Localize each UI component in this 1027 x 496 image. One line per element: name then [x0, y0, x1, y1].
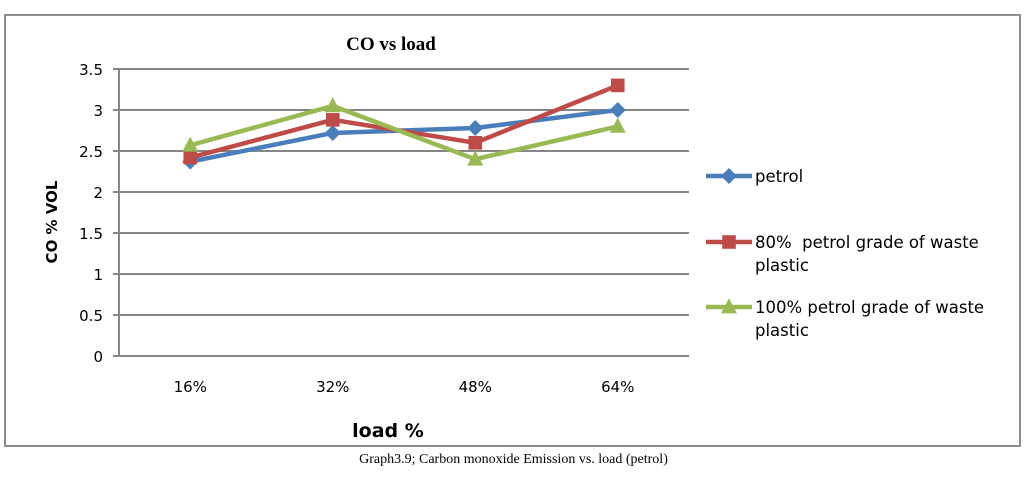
y-axis-label: CO % VOL — [43, 180, 61, 263]
legend-label: petrol — [755, 167, 803, 186]
marker-square — [722, 235, 736, 249]
y-tick-label: 2 — [93, 184, 103, 202]
marker-square — [468, 136, 483, 150]
x-tick-label: 48% — [459, 378, 492, 396]
y-tick-label: 1 — [93, 266, 103, 284]
marker-diamond — [324, 124, 341, 141]
x-tick-label: 64% — [601, 378, 634, 396]
marker-triangle — [182, 136, 199, 152]
series-line — [189, 107, 619, 164]
x-tick-label: 32% — [316, 378, 349, 396]
marker-diamond — [609, 102, 626, 118]
marker-square — [183, 150, 198, 165]
legend-label: 100% petrol grade of waste — [755, 298, 984, 317]
y-axis: 0 0.5 1 1.5 2 2.5 3 3.5 — [79, 61, 120, 366]
figure-caption: Graph3.9; Carbon monoxide Emission vs. l… — [359, 452, 668, 467]
line-chart: CO vs load 0 0.5 1 1.5 2 2.5 3 3.5 16% 32% 48% 64%… — [43, 34, 984, 442]
y-tick-label: 3 — [93, 102, 103, 120]
x-axis: 16% 32% 48% 64% — [119, 355, 689, 396]
series-1 — [182, 102, 626, 170]
marker-triangle — [467, 150, 484, 166]
legend-label: plastic — [755, 321, 809, 340]
chart-title: CO vs load — [346, 34, 436, 55]
series-3 — [182, 97, 626, 166]
gridlines — [119, 68, 689, 316]
marker-square — [610, 78, 625, 93]
y-tick-label: 1.5 — [79, 225, 103, 243]
x-axis-label: load % — [352, 420, 424, 442]
series-line — [189, 103, 619, 162]
y-tick-label: 2.5 — [79, 143, 103, 161]
y-tick-label: 3.5 — [79, 61, 103, 79]
marker-triangle — [324, 97, 341, 113]
marker-triangle — [721, 298, 737, 314]
legend-label: 80% petrol grade of waste — [755, 233, 979, 252]
marker-diamond — [467, 120, 484, 137]
legend-item: 100% petrol grade of waste plastic — [706, 298, 984, 340]
x-tick-label: 16% — [174, 378, 207, 396]
chart-frame: CO vs load 0 0.5 1 1.5 2 2.5 3 3.5 16% 32% 48% 64%… — [4, 14, 1021, 447]
legend-item: petrol — [706, 167, 803, 186]
marker-triangle — [609, 117, 626, 133]
marker-diamond — [721, 168, 737, 184]
series-group — [182, 78, 626, 170]
marker-square — [325, 113, 340, 127]
y-tick-label: 0.5 — [79, 307, 103, 325]
legend-item: 80% petrol grade of waste plastic — [706, 233, 979, 275]
legend-label: plastic — [755, 256, 809, 275]
y-tick-label: 0 — [93, 348, 103, 366]
